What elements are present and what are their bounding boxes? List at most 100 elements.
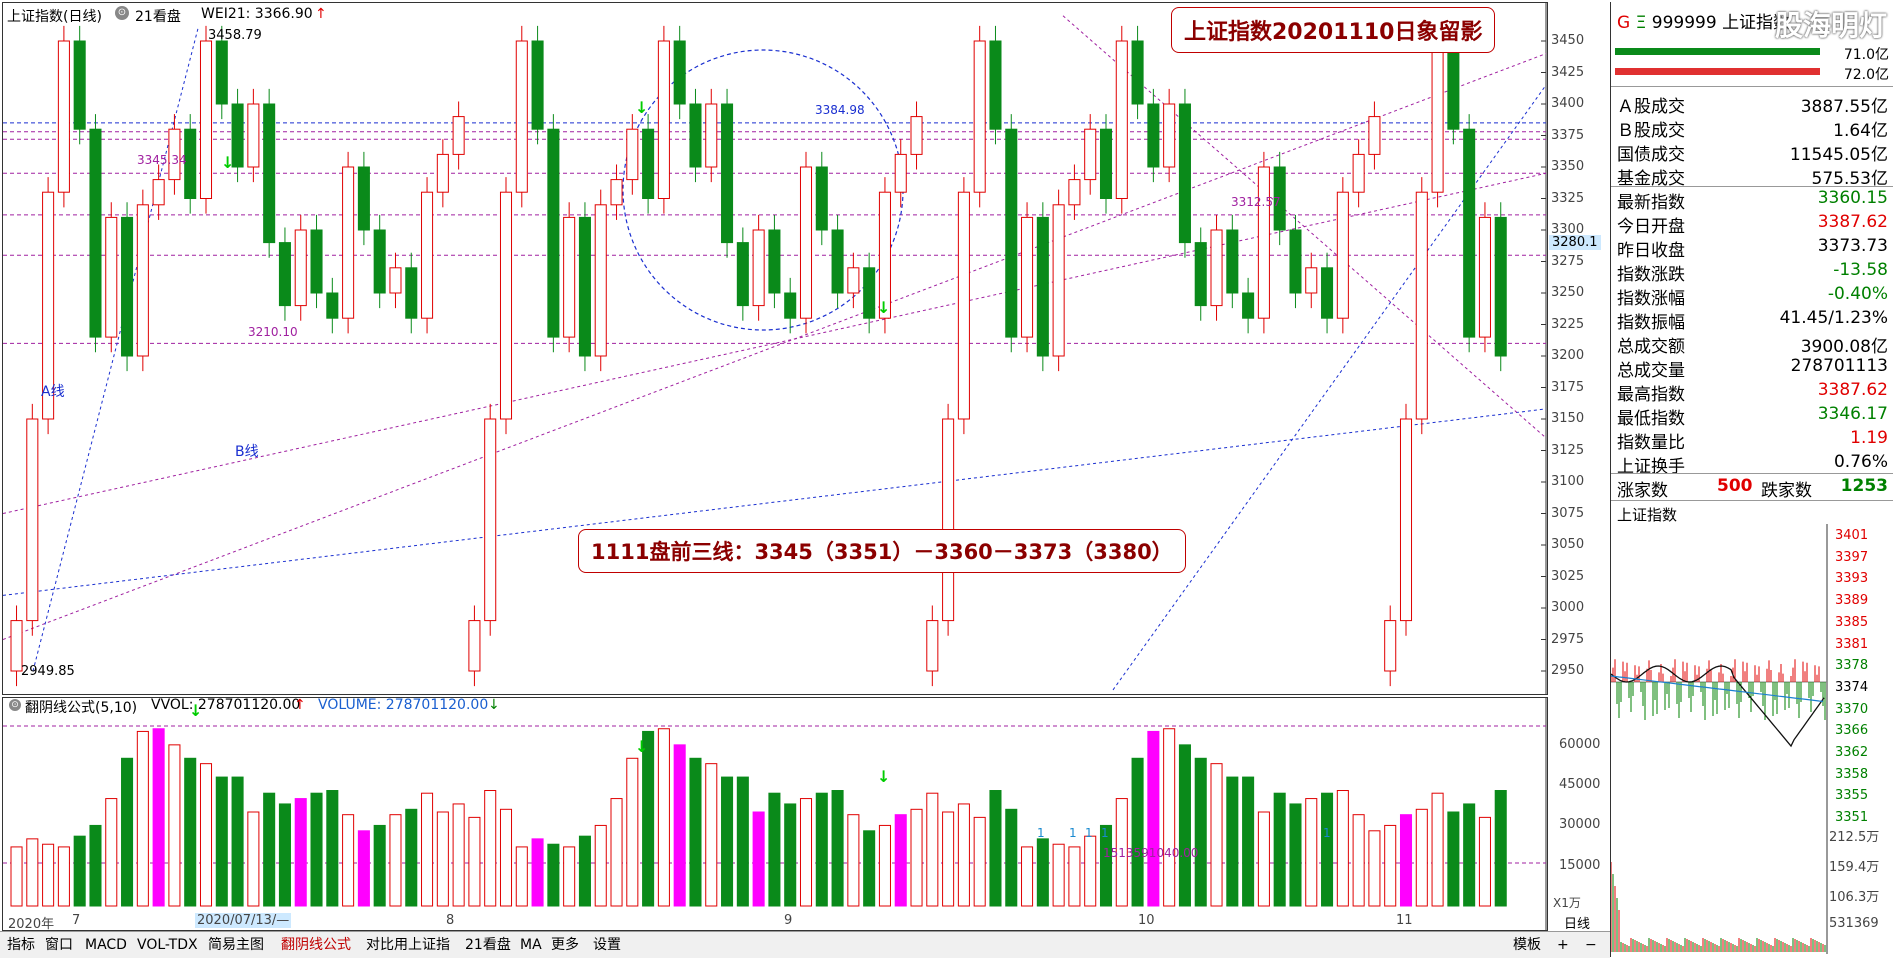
volume-bar	[721, 776, 734, 907]
candle-body	[1099, 128, 1113, 199]
candle-body	[1021, 216, 1034, 338]
candle-body	[247, 103, 260, 168]
tab-settings[interactable]: 设置	[593, 937, 621, 953]
mini-price-tick: 3366	[1835, 723, 1869, 739]
candle-body	[673, 40, 686, 105]
tab-ma[interactable]: MA	[520, 937, 542, 953]
candle-body	[847, 267, 860, 294]
clock-icon[interactable]: ⊙	[115, 6, 129, 20]
candle	[1494, 202, 1507, 372]
candle	[1399, 403, 1413, 636]
candle	[1431, 25, 1444, 208]
annotation-lines-box: 1111盘前三线：3345（3351）－3360－3373（3380）	[578, 529, 1186, 573]
candle-body	[326, 292, 339, 319]
candle	[42, 177, 55, 435]
tab-fanyin-formula[interactable]: 翻阴线公式	[281, 937, 351, 953]
candle-body	[784, 292, 797, 319]
volume-bar	[10, 846, 23, 907]
label-3345: 3345.34	[137, 153, 187, 167]
tab-vol-tdx[interactable]: VOL-TDX	[137, 937, 198, 953]
count-mark: 1	[1101, 826, 1109, 840]
vol-settings-icon[interactable]: ⊙	[9, 699, 21, 711]
price-tick: 3100	[1551, 474, 1585, 489]
tab-more[interactable]: 更多	[551, 937, 579, 953]
candle	[231, 88, 244, 183]
candle	[657, 25, 670, 214]
mini-price-tick: 3362	[1835, 745, 1869, 760]
price-tick: 3000	[1551, 600, 1585, 615]
price-tick: 3350	[1551, 159, 1585, 174]
price-tick: 3275	[1551, 253, 1585, 269]
trend-line-up	[1112, 84, 1547, 691]
vol-tick: 15000	[1559, 857, 1601, 873]
vvol-text: VVOL: 278701120.00	[151, 697, 301, 713]
watermark: 股海明灯	[1774, 9, 1887, 42]
price-tick: 3425	[1551, 64, 1585, 80]
volume-bar	[594, 824, 607, 907]
candle-body	[957, 191, 970, 420]
volume-bar	[942, 811, 955, 907]
period-label[interactable]: 21看盘	[135, 9, 181, 25]
updown-row: 涨家数 500 跌家数 1253	[1611, 473, 1893, 501]
volume-bar	[1021, 846, 1034, 907]
volume-bar	[736, 776, 749, 907]
candle-body	[405, 267, 418, 319]
volume-bar	[815, 792, 828, 907]
candle	[515, 25, 528, 208]
volume-bar	[152, 728, 165, 907]
vol-title: 翻阴线公式(5,10)	[25, 700, 138, 716]
volume-bar	[878, 824, 891, 907]
volume-bar	[910, 808, 923, 907]
tab-simple-main[interactable]: 简易主图	[208, 937, 264, 953]
label-3210: 3210.10	[248, 325, 298, 339]
candle	[957, 177, 970, 435]
candle-body	[563, 216, 576, 338]
volume-chart-svg[interactable]: ↓ ↓ ↓	[3, 698, 1547, 930]
quote-header: G Ξ 999999 上证指数	[1617, 8, 1790, 33]
tab-macd[interactable]: MACD	[85, 937, 127, 953]
candle	[499, 177, 513, 435]
zoom-out-button[interactable]: −	[1585, 937, 1597, 953]
kline-chart-svg[interactable]: ↓ ↓ ↓	[3, 3, 1547, 694]
tab-compare-sh[interactable]: 对比用上证指	[366, 937, 450, 953]
kline-chart-panel[interactable]: ↓ ↓ ↓ 上证指数(日线) ⊙ 21看盘 WEI21: 3366.90 ↑ 上证指…	[2, 2, 1601, 695]
period-name[interactable]: 日线	[1564, 917, 1591, 932]
candle	[452, 101, 465, 170]
tab-21-watch[interactable]: 21看盘	[465, 937, 511, 953]
volume-chart-panel[interactable]: ↓ ↓ ↓ ⊙ 翻阴线公式(5,10) VVOL: 278701120.00 ↑ V…	[2, 697, 1600, 931]
down-value: 1253	[1840, 476, 1888, 496]
volume-bar	[1115, 798, 1128, 907]
candle-body	[389, 267, 402, 294]
volume-bar	[1163, 728, 1176, 907]
volume-bar	[57, 846, 70, 907]
candle	[57, 25, 70, 208]
template-button[interactable]: 模板	[1513, 937, 1541, 953]
count-mark: 1	[1323, 826, 1331, 840]
volume-bar	[89, 824, 102, 907]
candle-body	[1115, 40, 1128, 199]
up-label: 涨家数	[1617, 481, 1668, 501]
candle-body	[721, 103, 734, 244]
candle	[1415, 177, 1428, 435]
candle	[973, 25, 986, 208]
mini-price-tick: 3393	[1835, 571, 1869, 587]
candle-body	[1052, 204, 1065, 357]
zoom-in-button[interactable]: +	[1557, 937, 1569, 953]
volume-bar	[894, 814, 907, 907]
tab-window[interactable]: 窗口	[45, 937, 73, 953]
candle-body	[642, 128, 655, 199]
quote-row-value: 0.76%	[1833, 452, 1888, 472]
candle-body	[942, 418, 955, 622]
candle	[1336, 177, 1349, 334]
intraday-mini-chart[interactable]	[1611, 524, 1893, 954]
candle	[215, 25, 228, 120]
candle-body	[689, 103, 702, 168]
volume-bar	[1131, 757, 1144, 907]
quote-row-value: 3360.15	[1817, 188, 1888, 208]
candle-body	[1463, 128, 1476, 338]
quote-row: 上证换手 0.76%	[1611, 452, 1893, 477]
tab-indicator[interactable]: 指标	[7, 937, 35, 953]
volume-bar	[547, 843, 560, 907]
indicator-tab-bar: 指标 窗口 MACD VOL-TDX 简易主图 翻阴线公式 对比用上证指 21看…	[0, 931, 1610, 958]
